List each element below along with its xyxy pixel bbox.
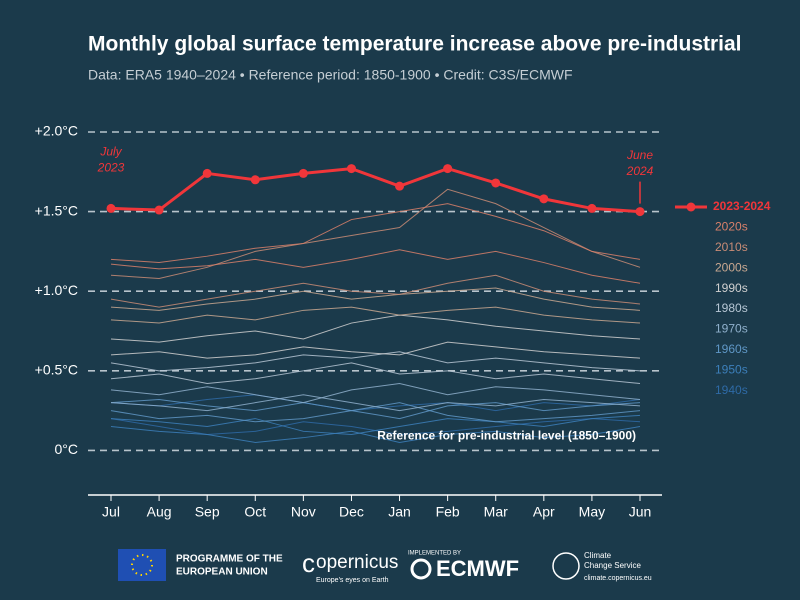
decade-line: [110, 362, 641, 385]
chart-subtitle: Data: ERA5 1940–2024 • Reference period:…: [88, 67, 573, 83]
decade-line: [110, 188, 641, 279]
chart-title: Monthly global surface temperature incre…: [88, 33, 742, 56]
c3s-url: climate.copernicus.eu: [584, 575, 652, 582]
x-tick-label: Nov: [291, 504, 316, 520]
legend-label: 1970s: [715, 322, 748, 336]
decade-line: [110, 249, 641, 284]
decade-line: [110, 414, 641, 436]
eu-text: EUROPEAN UNION: [176, 567, 268, 578]
highlight-point: [298, 168, 308, 178]
x-tick-label: Apr: [533, 504, 555, 520]
decade-line: [110, 287, 641, 311]
x-tick-label: Feb: [436, 504, 460, 520]
decade-line: [110, 394, 641, 412]
ecmwf-logo: ECMWF: [436, 556, 519, 581]
legend-label: 2000s: [715, 260, 748, 274]
y-tick-label: +0.5°C: [35, 362, 78, 378]
c3s-text: Change Service: [584, 561, 641, 570]
legend-label: 1980s: [715, 301, 748, 315]
decade-line: [110, 426, 641, 443]
y-tick-label: +2.0°C: [35, 123, 78, 139]
y-tick-label: 0°C: [55, 441, 79, 457]
highlight-point: [250, 175, 260, 185]
highlight-point: [587, 203, 597, 213]
highlight-point: [106, 203, 116, 213]
annotation: July: [99, 145, 122, 159]
annotation: 2023: [97, 161, 125, 175]
x-tick-label: Mar: [484, 504, 508, 520]
decade-line: [110, 341, 641, 359]
legend-label: 1960s: [715, 342, 748, 356]
decade-line: [110, 203, 641, 264]
highlight-point: [202, 168, 212, 178]
highlight-point: [635, 207, 645, 217]
implemented-by: IMPLEMENTED BY: [408, 551, 461, 557]
highlight-point: [443, 164, 453, 174]
y-tick-label: +1.5°C: [35, 202, 78, 218]
decade-line: [110, 351, 641, 372]
copernicus-logo: opernicus: [316, 552, 398, 573]
ecmwf-mark: [410, 558, 432, 580]
highlight-point: [395, 181, 405, 191]
copernicus-c: c: [302, 548, 315, 578]
reference-label: Reference for pre-industrial level (1850…: [377, 429, 636, 443]
eu-stars: [131, 554, 153, 576]
annotation: June: [626, 148, 653, 162]
legend-label: 1950s: [715, 362, 748, 376]
highlight-line: [110, 167, 641, 214]
legend-swatch: [686, 202, 696, 212]
eu-text: PROGRAMME OF THE: [176, 554, 283, 565]
legend-label: 1990s: [715, 281, 748, 295]
highlight-point: [154, 205, 164, 215]
highlight-point: [491, 178, 501, 188]
x-tick-label: Sep: [195, 504, 220, 520]
x-tick-label: Jun: [629, 504, 652, 520]
y-tick-label: +1.0°C: [35, 282, 78, 298]
legend-label: 2010s: [715, 240, 748, 254]
c3s-mark: [552, 552, 580, 580]
legend-label: 2020s: [715, 220, 748, 234]
copernicus-tagline: Europe's eyes on Earth: [316, 577, 389, 584]
decade-line: [110, 274, 641, 308]
c3s-text: Climate: [584, 551, 612, 560]
x-tick-label: Jan: [388, 504, 411, 520]
legend-label: 2023-2024: [713, 199, 771, 213]
decade-line: [110, 314, 641, 343]
x-tick-label: Dec: [339, 504, 364, 520]
decade-line: [110, 306, 641, 324]
x-tick-label: Oct: [244, 504, 266, 520]
x-tick-label: Jul: [102, 504, 120, 520]
annotation: 2024: [626, 164, 654, 178]
plot-area: 0°C +0.5°C +1.0°C +1.5°C +2.0°C Jul Aug Sep Oct N…: [35, 123, 771, 520]
decade-line: [110, 398, 641, 420]
highlight-point: [539, 194, 549, 204]
decade-line: [110, 394, 641, 412]
legend-label: 1940s: [715, 383, 748, 397]
decade-line: [110, 383, 641, 404]
highlight-point: [346, 164, 356, 174]
eu-flag: [118, 549, 166, 581]
footer: PROGRAMME OF THE EUROPEAN UNION c operni…: [118, 548, 652, 584]
x-tick-label: May: [579, 504, 605, 520]
x-tick-label: Aug: [147, 504, 172, 520]
